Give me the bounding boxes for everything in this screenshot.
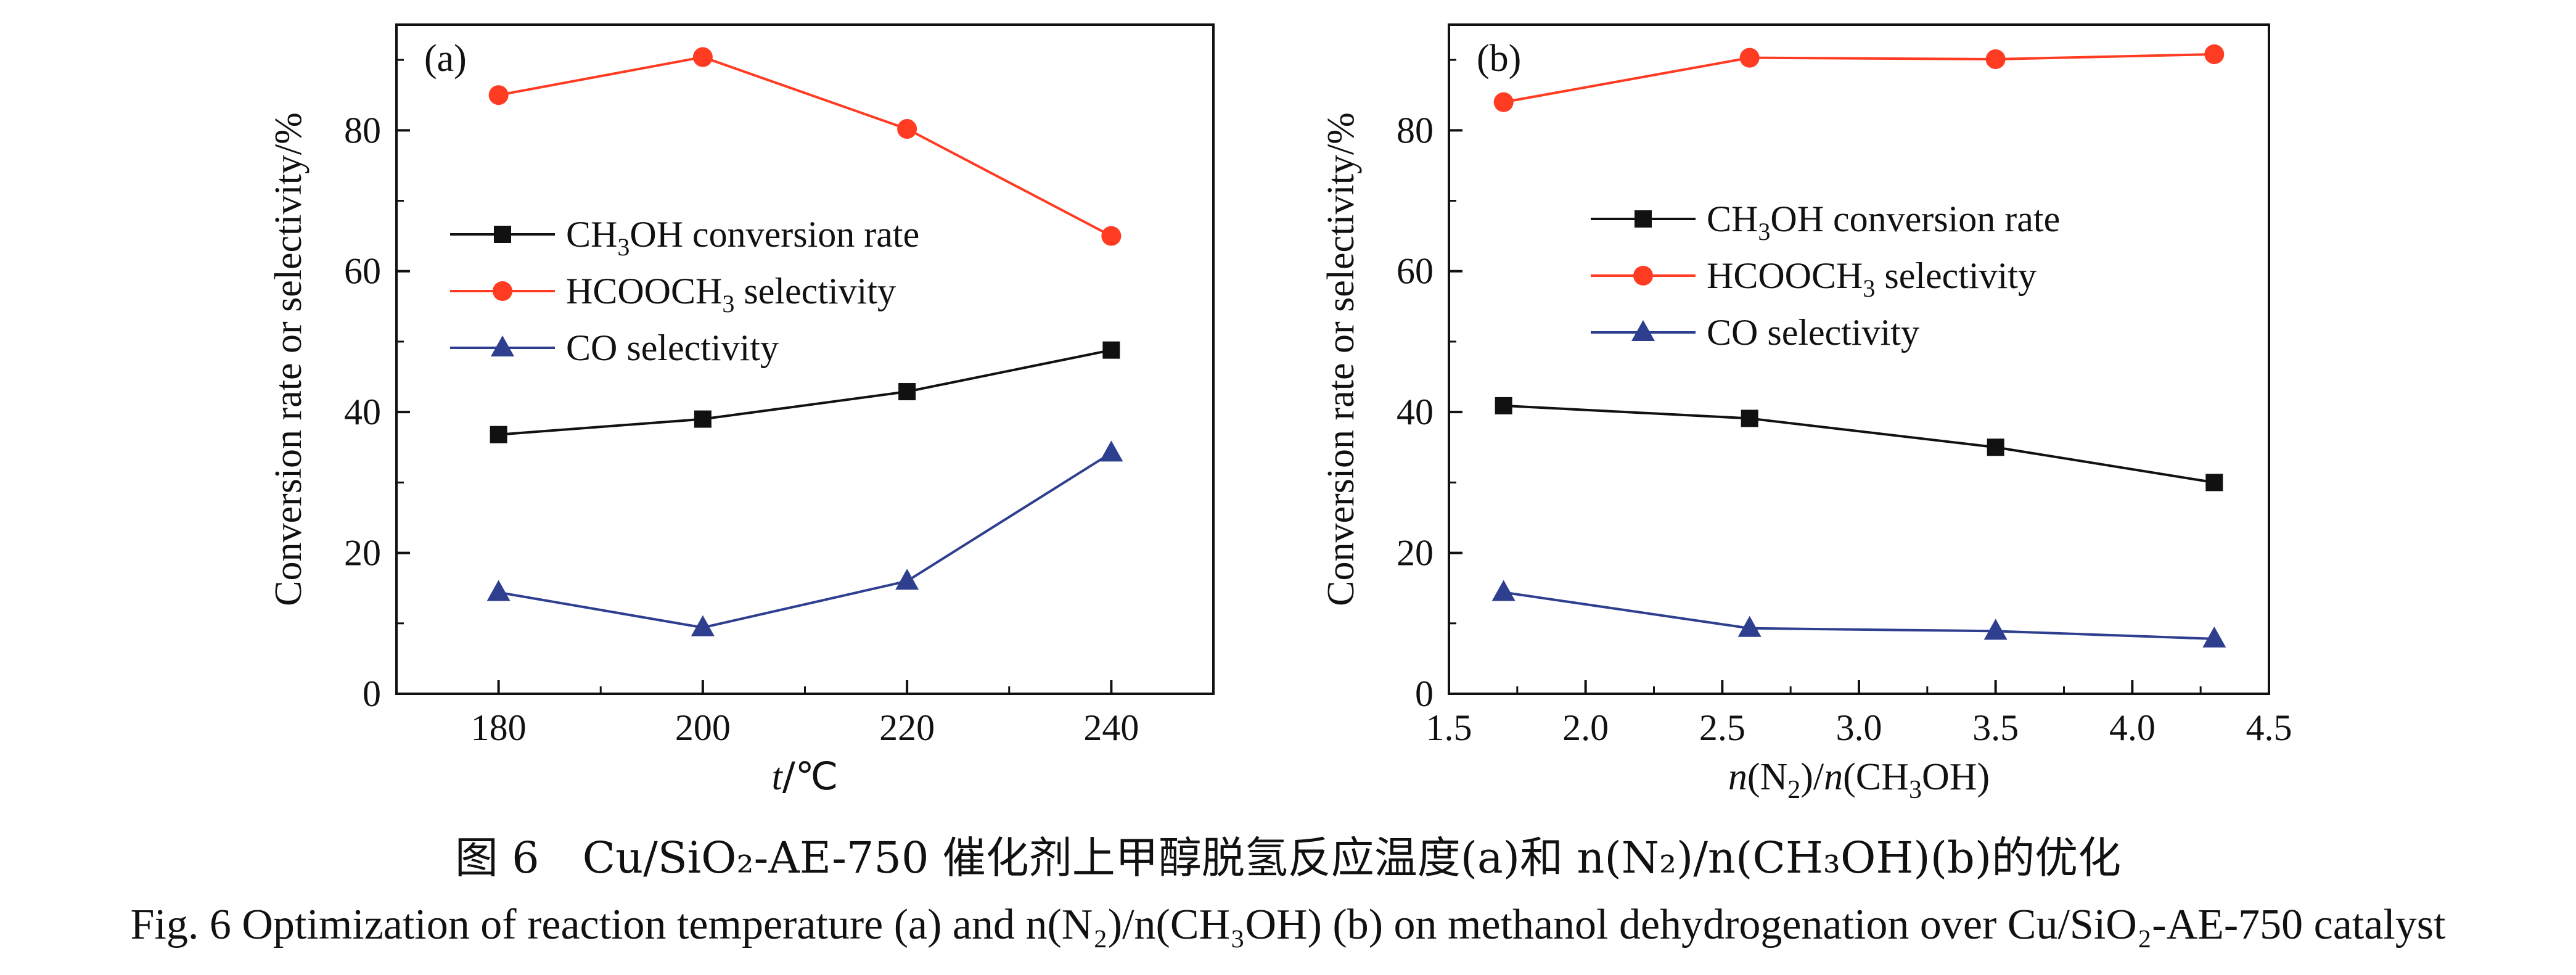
y-tick-label: 0 [363,673,381,714]
data-point-triangle [895,569,919,590]
plot-frame [1448,23,2270,695]
series-line [498,56,1112,237]
data-point-triangle [1737,615,1762,637]
data-point-square [2205,474,2223,492]
y-tick-label: 80 [344,110,381,150]
data-point-triangle [1983,619,2008,640]
figure-caption-english: Fig. 6 Optimization of reaction temperat… [130,901,2446,948]
y-axis-label: Conversion rate or selectivity/% [1320,112,1362,606]
y-axis-label: Conversion rate or selectivity/% [268,112,310,606]
data-point-circle [2204,44,2225,64]
y-tick-label: 40 [1397,392,1434,432]
legend: CH3OH conversion rate HCOOCH3 selectivity… [450,214,919,368]
x-tick-label: 180 [471,707,527,748]
x-tick-label: 200 [675,707,731,748]
data-point-square [1495,397,1512,414]
y-tick-label: 20 [344,533,381,574]
y-tick-label: 40 [344,392,381,432]
data-point-square [1987,438,2004,456]
data-point-circle [1101,226,1122,246]
y-tick-label: 20 [1397,533,1434,574]
x-tick-label: 1.5 [1426,707,1472,748]
legend-marker-circle [1633,266,1653,286]
data-point-square [1741,409,1758,427]
data-point-triangle [1099,440,1123,462]
legend-label: CH3OH conversion rate [566,214,919,261]
data-point-square [694,410,712,428]
legend-marker-square [494,226,511,243]
series-line [498,348,1112,436]
x-tick-label: 2.0 [1562,707,1609,748]
data-point-square [1102,341,1120,359]
x-axis-label: t/℃ [772,754,839,799]
data-point-triangle [691,615,715,636]
x-tick-label: 4.5 [2246,707,2292,748]
x-tick-label: 220 [879,707,935,748]
y-tick-label: 60 [344,251,381,292]
x-tick-label: 2.5 [1699,707,1745,748]
data-point-circle [1739,47,1760,68]
data-point-triangle [1491,580,1516,601]
series-line [1503,404,2215,484]
x-tick-label: 240 [1083,707,1139,748]
legend-label: CO selectivity [566,327,779,368]
plot-frame [395,23,1215,695]
x-tick-label: 3.5 [1972,707,2019,748]
series-line [1503,52,2215,104]
series-line [1503,591,2215,640]
legend: CH3OH conversion rate HCOOCH3 selectivity… [1591,199,2060,353]
figure-caption-chinese: 图 6 Cu/SiO₂-AE-750 催化剂上甲醇脱氢反应温度(a)和 n(N₂… [454,833,2122,883]
legend-label: CO selectivity [1707,312,1919,353]
y-tick-label: 80 [1397,110,1434,150]
y-tick-label: 60 [1397,251,1434,292]
y-tick-label: 0 [1415,673,1434,714]
x-tick-label: 3.0 [1836,707,1882,748]
data-point-circle [1493,92,1514,112]
data-point-square [490,426,507,443]
data-point-triangle [2202,626,2226,648]
panel-label: (a) [424,38,467,80]
data-point-triangle [486,580,511,601]
panel-label: (b) [1477,38,1521,80]
x-tick-label: 4.0 [2109,707,2156,748]
legend-label: CH3OH conversion rate [1707,199,2060,245]
legend-marker-circle [493,281,512,301]
x-axis-label: n(N2)/n(CH3OH) [1728,756,1990,804]
data-point-circle [897,119,917,139]
data-point-circle [692,47,713,67]
legend-marker-triangle [491,335,514,356]
chart-panel-b: 0 20 40 60 80 1.5 2.0 2.5 3.0 3.5 4.0 4.5 Conversion… [1320,23,2292,804]
legend-label: HCOOCH3 selectivity [1707,255,2037,302]
legend-marker-triangle [1631,320,1655,341]
data-point-square [898,383,916,401]
data-point-circle [488,85,509,105]
chart-panel-a: 0 20 40 60 80 180 200 220 240 Conversion rate or … [268,23,1215,799]
legend-marker-square [1635,210,1652,228]
legend-label: HCOOCH3 selectivity [566,271,896,318]
data-point-circle [1985,49,2006,69]
series-line [498,451,1112,629]
